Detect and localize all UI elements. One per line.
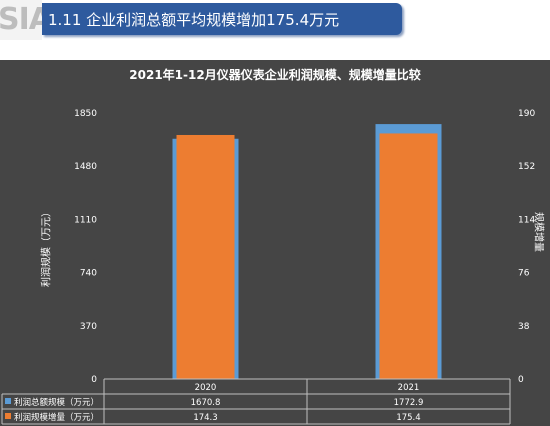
y-right-tick-label: 114 (518, 215, 535, 225)
bar-profit-increment-2020 (176, 134, 235, 379)
x-tick-label: 2021 (398, 383, 420, 393)
y-left-tick-label: 0 (91, 375, 97, 385)
y-right-tick-label: 0 (518, 375, 524, 385)
y-left-tick-label: 370 (80, 322, 97, 332)
chart-panel (0, 60, 550, 426)
legend-entry: 利润总额规模（万元） (14, 397, 99, 408)
slide-title: 1.11 企业利润总额平均规模增加175.4万元 (48, 11, 340, 29)
title-banner: 1.11 企业利润总额平均规模增加175.4万元 (42, 3, 402, 35)
chart-title: 2021年1-12月仪器仪表企业利润规模、规模增量比较 (129, 68, 421, 82)
y-right-tick-label: 152 (518, 162, 535, 172)
x-tick-label: 2020 (195, 383, 217, 393)
y-right-tick-label: 38 (518, 322, 530, 332)
y-left-tick-label: 740 (80, 269, 97, 279)
y-left-tick-label: 1480 (74, 162, 97, 172)
logo-text: SIA (0, 2, 42, 37)
legend-swatch (5, 398, 11, 404)
logo: SIA (0, 0, 42, 40)
y-right-tick-label: 76 (518, 269, 530, 279)
y-right-tick-label: 190 (518, 109, 535, 119)
y-left-tick-label: 1850 (74, 109, 97, 119)
data-label: 1772.9 (394, 398, 424, 408)
data-label: 1670.8 (191, 398, 221, 408)
data-label: 175.4 (396, 413, 420, 423)
data-label: 174.3 (193, 413, 217, 423)
y-left-tick-label: 1110 (74, 215, 97, 225)
bar-profit-increment-2021 (379, 133, 438, 379)
legend-entry: 利润规模增量（万元） (14, 412, 99, 423)
legend-swatch (5, 413, 11, 419)
